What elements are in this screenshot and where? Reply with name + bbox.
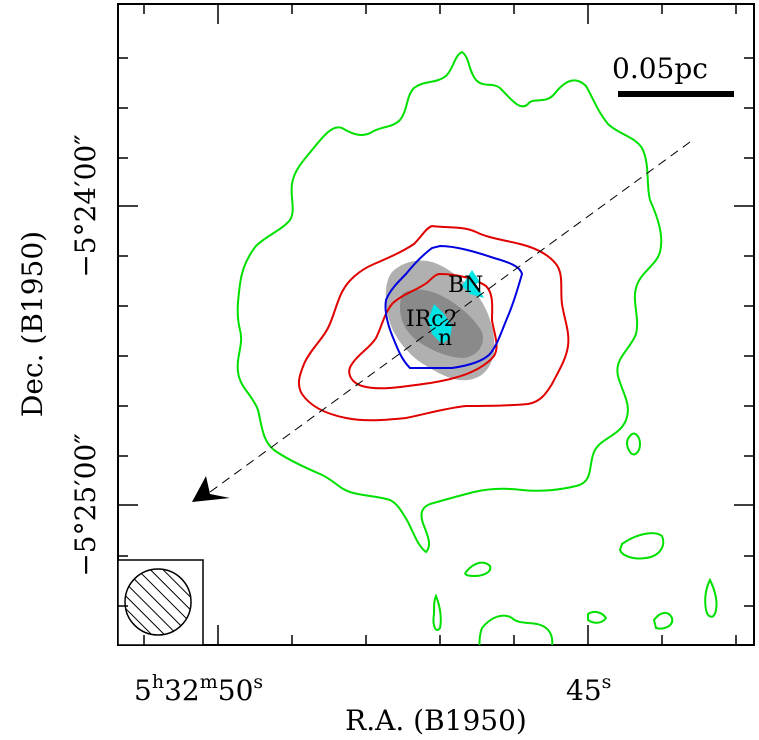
scale-bar-label: 0.05pc — [612, 52, 708, 85]
source-label-irc2: IRc2 — [406, 307, 458, 332]
red-contour-outer — [297, 224, 570, 422]
green-contour-island — [587, 610, 608, 624]
red-contour-inner — [348, 272, 498, 390]
green-contour-island — [432, 593, 442, 632]
x-tick-label-5h32m50s: 5h32m50s — [134, 671, 263, 707]
beam-ellipse — [124, 568, 192, 636]
green-contour-island — [618, 532, 665, 560]
outflow-arrowhead — [192, 476, 230, 502]
plot-frame — [117, 3, 755, 646]
y-axis-title: Dec. (B1950) — [16, 231, 49, 417]
green-contour-island — [626, 432, 642, 456]
source-label-bn: BN — [448, 273, 483, 298]
y-tick-label-25: −5°25′00″ — [69, 433, 102, 576]
green-contour-island — [464, 561, 492, 578]
cyan-source-marker-irc2 — [428, 304, 452, 344]
cyan-source-marker-bn — [462, 270, 484, 298]
x-ticks — [143, 4, 737, 645]
green-contour-island — [478, 614, 554, 645]
blue-contour — [384, 244, 524, 369]
green-contour-island — [652, 612, 674, 630]
x-tick-label-45s: 45s — [566, 671, 611, 707]
y-tick-label-24: −5°24′00″ — [69, 134, 102, 277]
green-contour-island — [704, 577, 718, 618]
green-contour-outer — [236, 50, 663, 554]
source-label-n: n — [438, 326, 452, 351]
y-ticks — [118, 57, 754, 607]
x-axis-title: R.A. (B1950) — [345, 704, 527, 737]
outflow-axis — [209, 141, 691, 493]
